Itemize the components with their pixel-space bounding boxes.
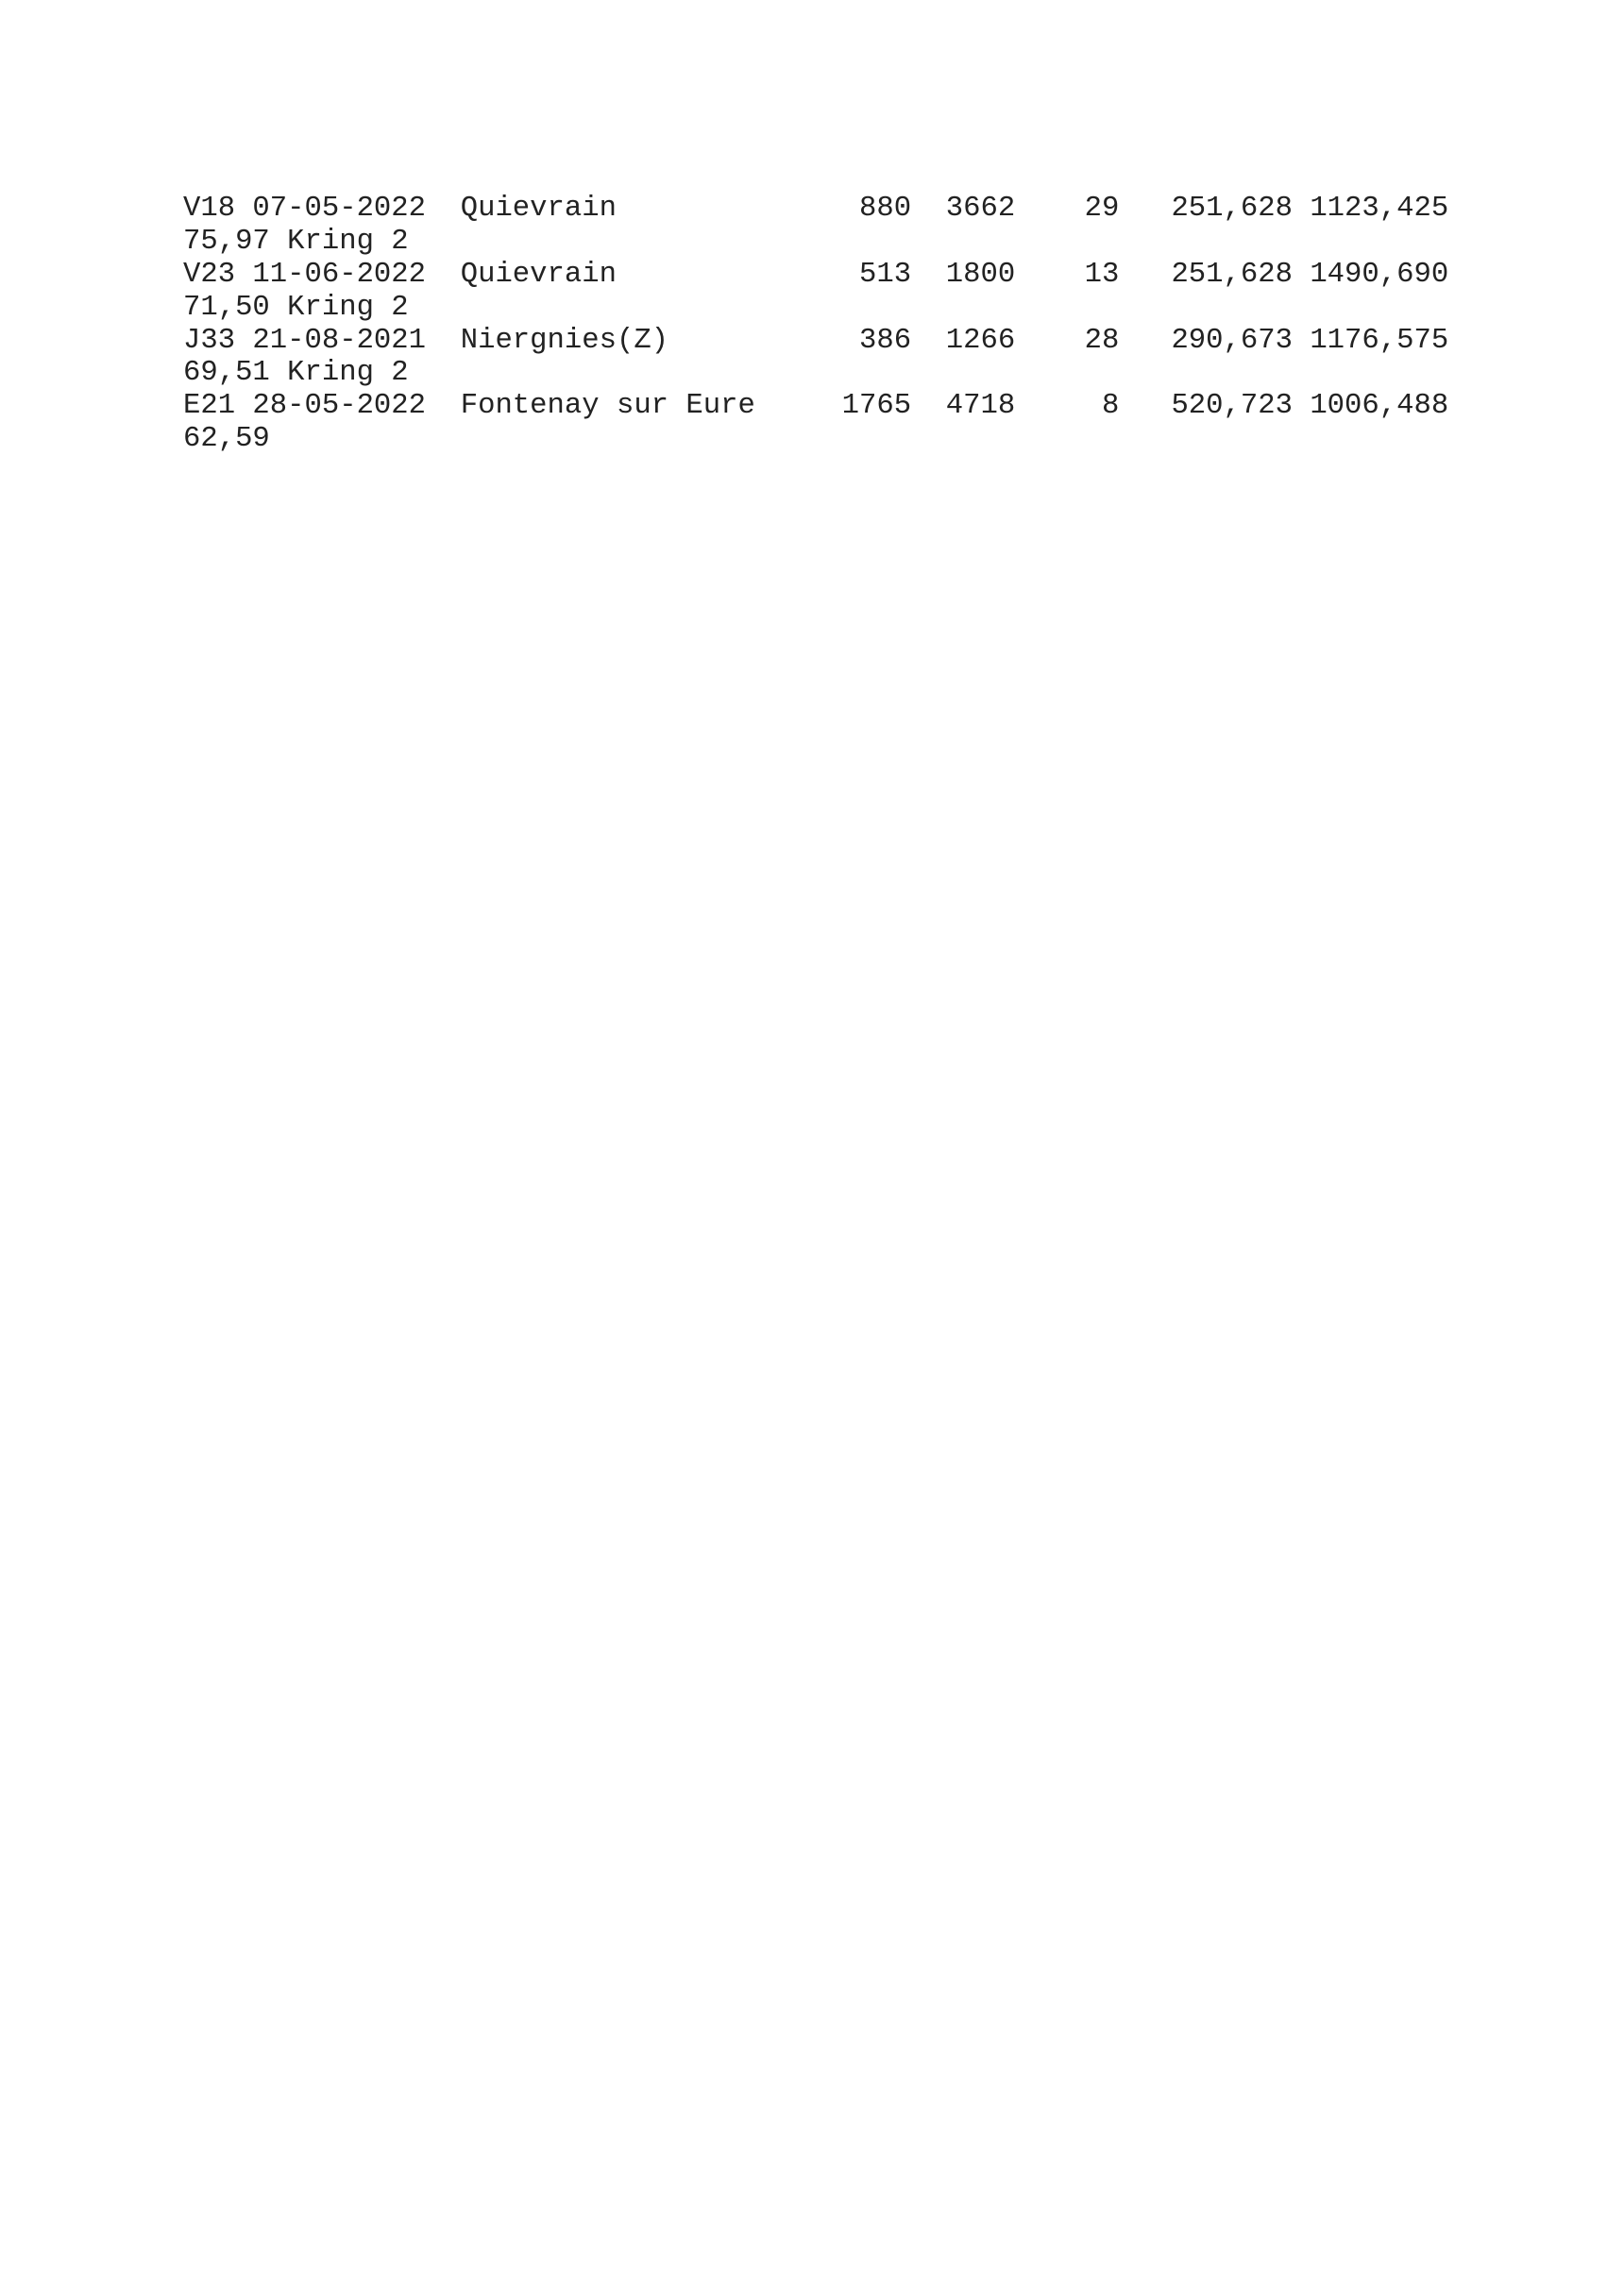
record-code: V23	[183, 258, 236, 291]
record-place: Fontenay sur Eure	[460, 390, 755, 423]
record-n4: 520,723	[1171, 390, 1293, 423]
record-place: Quievrain	[460, 258, 617, 291]
record-n2: 1266	[945, 324, 1016, 357]
record-n3: 28	[1084, 324, 1120, 357]
record-continuation: 62,59	[183, 423, 270, 456]
record-n3: 8	[1102, 390, 1120, 423]
record-n2: 1800	[945, 258, 1016, 291]
record-row: V18 07-05-2022 Quievrain 880 3662 29 251,628 11…	[183, 193, 1466, 226]
record-place: Quievrain	[460, 193, 617, 225]
record-n3: 29	[1084, 193, 1120, 225]
record-date: 28-05-2022	[252, 390, 427, 423]
record-code: V18	[183, 193, 236, 225]
record-continuation: 69,51 Kring 2	[183, 357, 409, 390]
record-n1: 513	[858, 258, 912, 291]
record-n1: 1765	[841, 390, 912, 423]
record-n1: 880	[858, 193, 912, 225]
record-row: E21 28-05-2022 Fontenay sur Eure 1765 4718 8 5…	[183, 390, 1466, 423]
record-date: 21-08-2021	[252, 324, 427, 357]
record-n5: 1123,425	[1310, 193, 1449, 225]
record-n4: 290,673	[1171, 324, 1293, 357]
record-code: E21	[183, 390, 236, 423]
record-n4: 251,628	[1171, 193, 1293, 225]
record-continuation: 71,50 Kring 2	[183, 291, 409, 324]
record-row: J33 21-08-2021 Niergnies(Z) 386 1266 28 290,67…	[183, 325, 1466, 358]
record-n4: 251,628	[1171, 258, 1293, 291]
record-n5: 1490,690	[1310, 258, 1449, 291]
record-n3: 13	[1084, 258, 1120, 291]
record-row: V23 11-06-2022 Quievrain 513 1800 13 251,628 14…	[183, 259, 1466, 292]
record-n2: 4718	[945, 390, 1016, 423]
record-place: Niergnies(Z)	[460, 324, 669, 357]
record-n5: 1176,575	[1310, 324, 1449, 357]
record-n2: 3662	[945, 193, 1016, 225]
record-date: 11-06-2022	[252, 258, 427, 291]
results-listing: V18 07-05-2022 Quievrain 880 3662 29 251,628 11…	[183, 193, 1466, 456]
record-code: J33	[183, 324, 236, 357]
record-continuation: 75,97 Kring 2	[183, 225, 409, 258]
record-n1: 386	[858, 324, 912, 357]
record-date: 07-05-2022	[252, 193, 427, 225]
record-n5: 1006,488	[1310, 390, 1449, 423]
